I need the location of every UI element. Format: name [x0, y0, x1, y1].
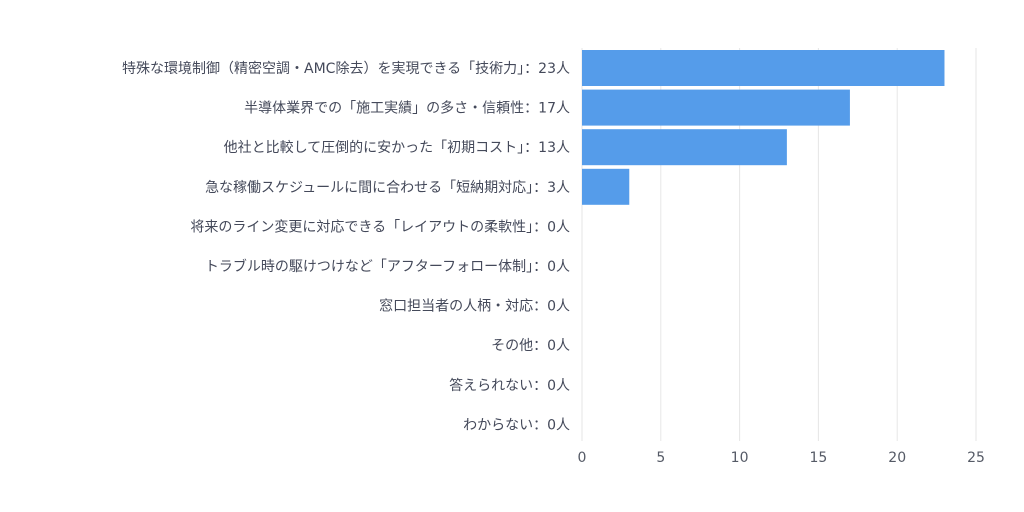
bar [582, 89, 850, 126]
x-tick-label: 25 [967, 450, 985, 466]
bars [582, 50, 945, 205]
x-tick-label: 15 [809, 450, 827, 466]
category-label: トラブル時の駆けつけなど「アフターフォロー体制」：0人 [205, 258, 570, 275]
x-tick-label: 10 [731, 450, 749, 466]
category-label: 答えられない：0人 [449, 377, 570, 394]
category-label: 他社と比較して圧倒的に安かった「初期コスト」：13人 [224, 139, 570, 156]
category-label: わからない：0人 [463, 417, 570, 433]
x-tick-labels: 0 5 10 15 20 25 [578, 450, 985, 466]
bar [582, 168, 630, 205]
category-labels: 特殊な環境制御（精密空調・AMC除去）を実現できる「技術力」：23人半導体業界で… [122, 60, 570, 433]
category-label: 将来のライン変更に対応できる「レイアウトの柔軟性」：0人 [190, 218, 570, 235]
x-tick-label: 5 [656, 450, 665, 466]
category-label: 半導体業界での「施工実績」の多さ・信頼性：17人 [244, 100, 570, 117]
x-tick-label: 0 [578, 450, 587, 466]
category-label: 窓口担当者の人柄・対応：0人 [379, 298, 570, 315]
category-label: その他：0人 [491, 338, 570, 354]
category-label: 特殊な環境制御（精密空調・AMC除去）を実現できる「技術力」：23人 [122, 60, 570, 77]
category-label: 急な稼働スケジュールに間に合わせる「短納期対応」：3人 [205, 180, 570, 196]
bar [582, 50, 945, 86]
x-tick-label: 20 [888, 450, 906, 466]
bar [582, 129, 787, 166]
